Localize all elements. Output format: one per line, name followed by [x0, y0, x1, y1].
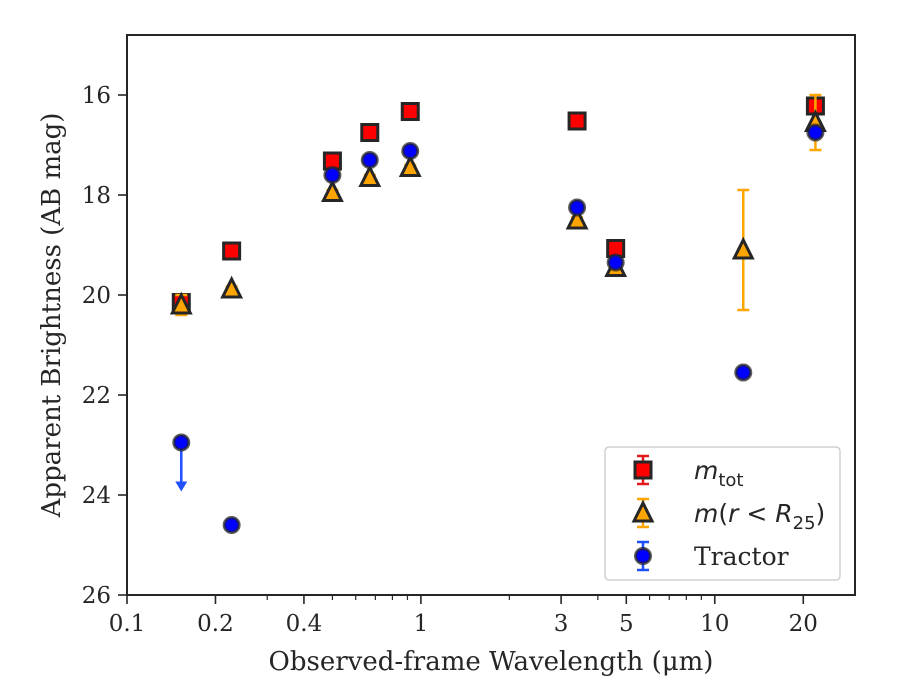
y-axis-title: Apparent Brightness (AB mag) — [37, 113, 67, 519]
x-axis-title: Observed-frame Wavelength (μm) — [269, 647, 714, 677]
data-point-square — [360, 123, 380, 142]
legend-marker-triangle — [631, 499, 655, 523]
x-tick-label: 3 — [554, 611, 569, 637]
x-tick-label: 0.2 — [197, 611, 234, 637]
data-point-triangle — [565, 206, 589, 230]
data-point-circle — [401, 142, 420, 160]
x-tick-label: 20 — [789, 611, 818, 637]
x-tick-label: 0.1 — [109, 611, 146, 637]
data-point-circle — [222, 516, 241, 534]
legend-marker-circle — [634, 547, 652, 565]
data-point-circle — [606, 253, 625, 272]
y-tick-label: 16 — [82, 83, 111, 109]
legend-box — [604, 446, 841, 581]
data-point-triangle — [358, 164, 382, 187]
legend-label: Tractor — [694, 542, 789, 571]
x-tick-label: 5 — [619, 611, 634, 637]
y-tick-label: 18 — [82, 183, 111, 209]
y-tick-label: 24 — [82, 483, 111, 509]
series-circle — [172, 123, 825, 534]
y-tick-label: 20 — [82, 283, 111, 309]
x-tick-label: 1 — [414, 611, 429, 637]
data-point-triangle — [220, 275, 244, 299]
legend-label: m(r < R25) — [694, 499, 825, 534]
data-point-circle — [568, 198, 587, 217]
data-point-circle — [172, 433, 191, 452]
series-square — [171, 96, 825, 312]
y-tick-label: 22 — [82, 383, 111, 409]
data-point-circle — [360, 151, 379, 169]
data-point-triangle — [169, 291, 193, 315]
plot-frame — [126, 34, 856, 596]
upper-limit-arrow-head — [175, 481, 188, 492]
legend: mtot m(r < R25) Tractor — [604, 446, 841, 581]
data-point-circle — [323, 166, 342, 184]
data-point-square — [222, 241, 242, 261]
x-tick-label: 10 — [700, 611, 729, 637]
axes: 0.1 0.2 0.4 1 3 5 10 20 16 18 20 22 24 26 — [82, 34, 856, 637]
plot-area — [169, 93, 827, 534]
y-tick-label: 26 — [82, 583, 111, 609]
legend-marker-square — [633, 460, 653, 480]
data-point-triangle — [398, 154, 422, 177]
data-point-triangle — [731, 236, 755, 260]
series-triangle — [169, 93, 827, 317]
legend-label: mtot — [694, 456, 744, 491]
data-point-square — [567, 111, 587, 131]
data-point-circle — [806, 123, 825, 142]
data-point-square — [400, 102, 420, 121]
x-tick-label: 0.4 — [286, 611, 323, 637]
data-point-circle — [734, 363, 753, 382]
data-point-triangle — [320, 179, 344, 202]
